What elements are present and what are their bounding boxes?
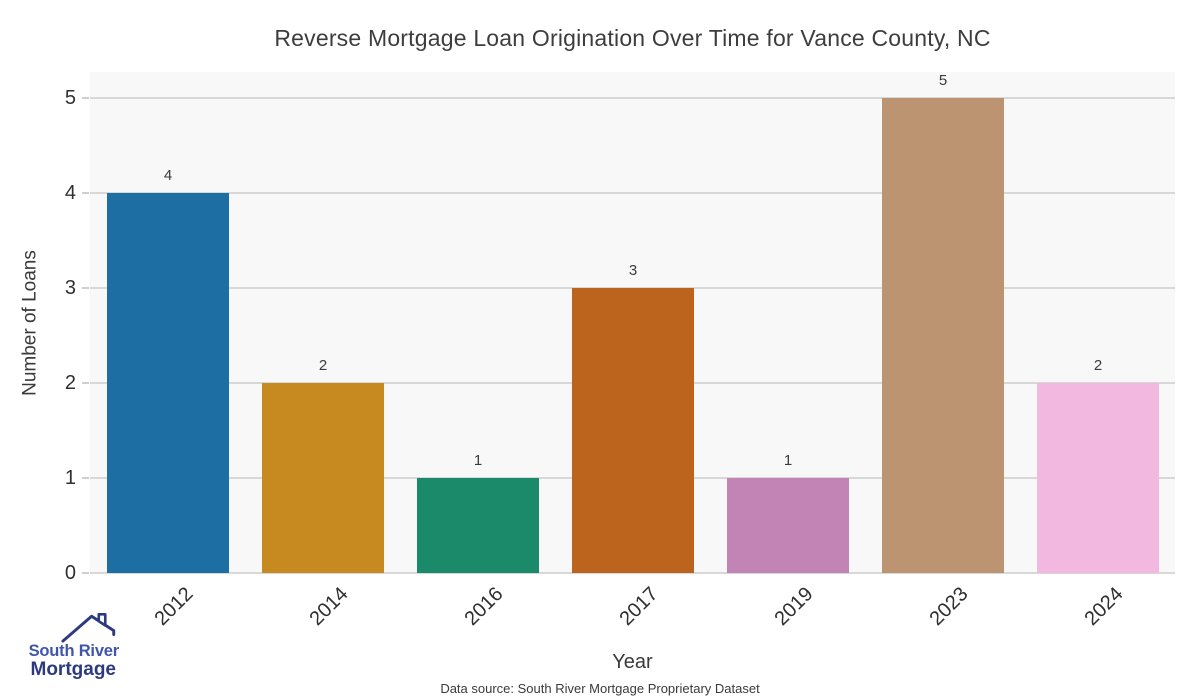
- x-axis-title: Year: [612, 651, 653, 673]
- bar-2023: [882, 97, 1004, 573]
- bar-2014: [262, 382, 384, 573]
- gridline-y-5: [90, 96, 1175, 99]
- bar-value-label-2016: 1: [473, 451, 483, 469]
- y-tick-label-1: 1: [64, 466, 76, 489]
- y-tick-label-3: 3: [64, 276, 76, 299]
- y-tick-mark-5: [82, 96, 89, 99]
- logo-text-mortgage: Mortgage: [30, 659, 117, 681]
- y-tick-label-4: 4: [64, 181, 76, 204]
- bar-2019: [727, 477, 849, 573]
- y-tick-mark-2: [82, 381, 89, 384]
- gridline-y-0: [90, 572, 1175, 574]
- y-tick-label-2: 2: [64, 371, 76, 394]
- bar-2024: [1037, 382, 1159, 573]
- south-river-mortgage-logo: South River Mortgage: [23, 613, 119, 680]
- y-axis-title: Number of Loans: [19, 250, 41, 396]
- bar-2016: [417, 477, 539, 573]
- bar-value-label-2024: 2: [1093, 356, 1103, 374]
- logo-text-south-river: South River: [28, 642, 120, 660]
- bar-value-label-2012: 4: [163, 166, 173, 184]
- y-tick-mark-3: [82, 286, 89, 289]
- y-tick-mark-0: [82, 572, 89, 574]
- data-source-note: Data source: South River Mortgage Propri…: [440, 681, 760, 696]
- bar-2017: [572, 287, 694, 573]
- y-tick-label-0: 0: [64, 562, 76, 584]
- bar-value-label-2023: 5: [938, 71, 948, 89]
- bar-value-label-2019: 1: [783, 451, 793, 469]
- bar-2012: [107, 192, 229, 573]
- bar-value-label-2017: 3: [628, 261, 638, 279]
- house-roof-icon: [61, 613, 116, 643]
- y-tick-mark-4: [82, 191, 89, 194]
- bar-value-label-2014: 2: [318, 356, 328, 374]
- y-tick-label-5: 5: [64, 86, 76, 109]
- chart-title: Reverse Mortgage Loan Origination Over T…: [274, 25, 991, 51]
- gridline-y-4: [90, 191, 1175, 194]
- y-tick-mark-1: [82, 476, 89, 479]
